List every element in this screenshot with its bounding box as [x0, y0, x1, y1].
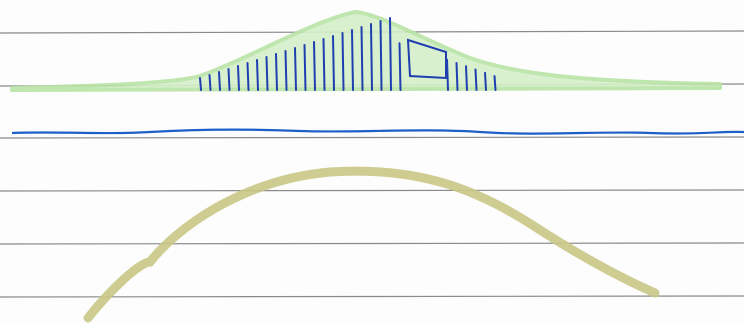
hatch-line [265, 56, 269, 91]
hatch-line [199, 77, 202, 91]
hatch-line [446, 58, 449, 91]
hatch-line [303, 44, 307, 91]
hatch-line [370, 23, 373, 91]
hatch-line [398, 42, 402, 91]
hatch-line [294, 47, 297, 91]
hatch-line [256, 59, 259, 91]
hatch-line [493, 75, 497, 91]
hatch-line [227, 68, 231, 91]
blue-wave [11, 128, 744, 135]
hatch-line [465, 65, 468, 91]
hatch-line [322, 38, 326, 91]
hatch-line [313, 41, 316, 91]
hatch-line [474, 68, 478, 91]
green-hump [10, 10, 722, 92]
hatch-line [208, 74, 212, 91]
ruled-line [0, 242, 744, 245]
hatch-line [484, 71, 487, 91]
hatch-line [284, 50, 288, 91]
hatch-line [237, 65, 240, 91]
hatch-line [351, 29, 354, 91]
hatch-line [275, 53, 278, 91]
hatch-line [246, 62, 250, 91]
blue-hatching [199, 17, 497, 91]
hatch-line [341, 32, 345, 91]
hatch-line [389, 17, 392, 91]
hatch-line [455, 61, 459, 91]
olive-arc [83, 166, 660, 323]
ruled-line [0, 295, 744, 298]
hatch-line [332, 35, 335, 91]
hatch-line [379, 20, 383, 91]
hatch-line [360, 26, 364, 91]
ruled-line [0, 189, 744, 192]
blue-box [406, 38, 447, 80]
hatch-line [218, 71, 221, 91]
ruled-line [0, 136, 744, 139]
